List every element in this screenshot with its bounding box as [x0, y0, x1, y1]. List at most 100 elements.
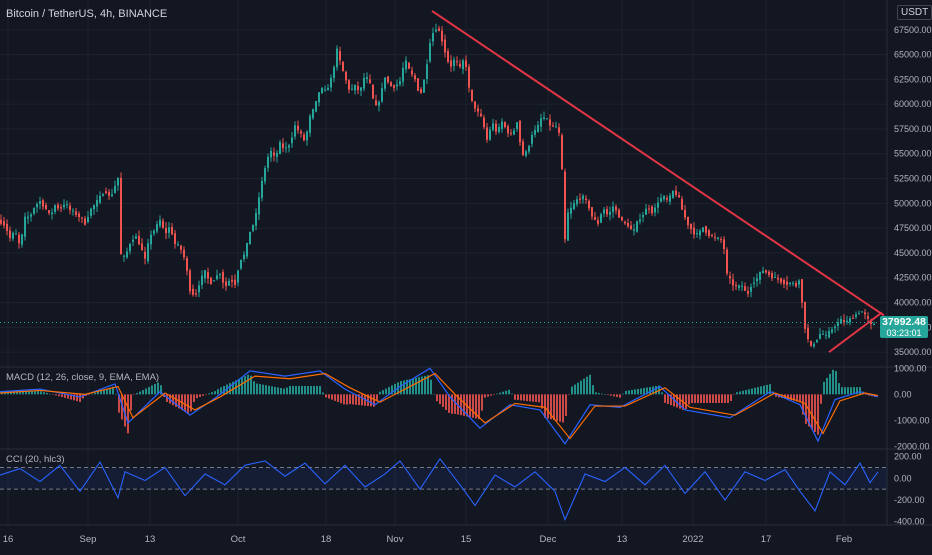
macd-histogram-bar — [847, 387, 849, 395]
bar-countdown: 03:23:01 — [886, 328, 922, 338]
macd-histogram-bar — [346, 394, 348, 405]
candle-body — [438, 28, 440, 32]
candle-body — [462, 60, 464, 70]
candle-body — [633, 229, 635, 231]
price-tick-label: 50000.00 — [894, 198, 932, 208]
macd-indicator-title[interactable]: MACD (12, 26, close, 9, EMA, EMA) — [6, 372, 160, 383]
candle-body — [333, 67, 335, 78]
macd-histogram-bar — [22, 391, 24, 395]
candle-body — [624, 221, 626, 224]
macd-histogram-bar — [859, 387, 861, 395]
candle-body — [315, 101, 317, 112]
x-tick-label: 2022 — [682, 534, 703, 545]
candle-body — [483, 117, 485, 128]
currency-selector[interactable]: USDT — [897, 5, 932, 20]
candle-body — [648, 208, 650, 210]
macd-histogram-bar — [622, 393, 624, 395]
cci-indicator-title[interactable]: CCI (20, hlc3) — [6, 454, 65, 465]
candle-body — [789, 282, 791, 284]
candle-body — [774, 276, 776, 278]
candle-body — [459, 63, 461, 67]
macd-histogram-bar — [400, 381, 402, 395]
macd-histogram-bar — [301, 385, 303, 395]
candle-body — [177, 244, 179, 246]
candle-body — [747, 291, 749, 294]
macd-histogram-bar — [712, 394, 714, 404]
macd-histogram-bar — [568, 394, 570, 395]
macd-histogram-bar — [367, 394, 369, 407]
symbol-title[interactable]: Bitcoin / TetherUS, 4h, BINANCE — [6, 8, 168, 20]
candle-body — [867, 316, 869, 319]
macd-histogram-bar — [601, 393, 603, 395]
macd-histogram-bar — [175, 394, 177, 407]
candle-body — [201, 275, 203, 285]
candle-body — [54, 205, 56, 212]
candle-body — [816, 339, 818, 343]
macd-histogram-bar — [211, 392, 213, 395]
macd-histogram-bar — [679, 394, 681, 409]
macd-histogram-bar — [562, 394, 564, 423]
macd-histogram-bar — [823, 381, 825, 395]
candle-body — [330, 77, 332, 88]
candle-body — [711, 235, 713, 237]
macd-histogram-bar — [265, 385, 267, 395]
macd-histogram-bar — [553, 394, 555, 421]
price-tick-label: 47500.00 — [894, 223, 932, 233]
candle-body — [525, 151, 527, 156]
macd-histogram-bar — [40, 391, 42, 395]
candle-body — [474, 101, 476, 109]
macd-histogram-bar — [196, 394, 198, 399]
macd-histogram-bar — [472, 394, 474, 418]
macd-histogram-bar — [34, 391, 36, 395]
macd-histogram-bar — [742, 390, 744, 395]
macd-histogram-bar — [730, 394, 732, 401]
candle-body — [555, 126, 557, 128]
macd-histogram-bar — [67, 394, 69, 399]
macd-histogram-bar — [583, 378, 585, 395]
candle-body — [57, 204, 59, 209]
macd-histogram-bar — [448, 394, 450, 413]
candle-body — [234, 279, 236, 285]
candle-body — [693, 227, 695, 235]
candle-body — [681, 198, 683, 210]
candle-body — [489, 129, 491, 140]
candle-body — [192, 288, 194, 295]
macd-histogram-bar — [256, 383, 258, 395]
candle-body — [81, 217, 83, 219]
candle-body — [354, 84, 356, 91]
candle-body — [768, 271, 770, 275]
candle-body — [237, 270, 239, 283]
candle-body — [828, 331, 830, 338]
candle-body — [12, 232, 14, 239]
macd-histogram-bar — [403, 380, 405, 395]
x-tick-label: Nov — [387, 534, 404, 545]
candle-body — [324, 89, 326, 91]
candle-body — [762, 270, 764, 273]
macd-histogram-bar — [61, 394, 63, 398]
candle-body — [675, 190, 677, 195]
drawing-annotations[interactable] — [0, 10, 887, 353]
candle-body — [156, 224, 158, 232]
candle-body — [348, 80, 350, 90]
macd-histogram-bar — [358, 394, 360, 406]
candle-body — [426, 64, 428, 80]
candle-body — [582, 195, 584, 200]
macd-histogram-bar — [607, 394, 609, 395]
candle-body — [486, 127, 488, 140]
candle-body — [393, 85, 395, 88]
macd-histogram-bar — [355, 394, 357, 405]
candle-body — [183, 249, 185, 258]
candle-body — [873, 324, 875, 326]
candle-body — [174, 233, 176, 245]
candle-body — [288, 145, 290, 148]
candle-body — [213, 280, 215, 282]
macd-histogram-bar — [106, 388, 108, 395]
macd-histogram-bar — [373, 394, 375, 407]
candle-body — [195, 293, 197, 295]
candle-body — [228, 280, 230, 286]
candle-body — [309, 115, 311, 133]
macd-histogram-bar — [649, 387, 651, 395]
macd-histogram-bar — [745, 390, 747, 395]
